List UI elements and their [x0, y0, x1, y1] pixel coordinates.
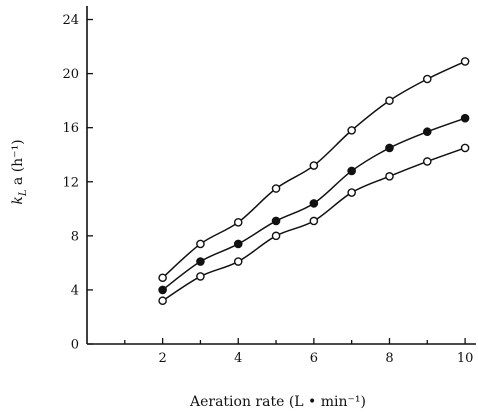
series-3-point: [271, 231, 281, 241]
x-tick-label: 8: [385, 351, 393, 366]
x-tick-label: 6: [310, 351, 318, 366]
y-axis-title: kL a (h⁻¹): [10, 139, 29, 204]
y-tick-label: 8: [71, 229, 79, 244]
series-3-point: [422, 157, 432, 166]
series-1-point: [309, 161, 319, 170]
series-2-point: [309, 199, 319, 208]
series-3-point: [158, 296, 167, 306]
series-3-point: [309, 216, 319, 226]
y-tick-label: 24: [62, 13, 79, 28]
series-1-point: [347, 126, 356, 135]
series-2-point: [233, 239, 243, 249]
x-axis-title: Aeration rate (L • min⁻¹): [189, 394, 366, 410]
x-tick-label: 10: [457, 351, 474, 366]
axes: [86, 6, 476, 345]
series-1-point: [385, 96, 394, 105]
y-tick-label: 4: [71, 283, 79, 298]
y-axis-title-main: k: [10, 196, 26, 204]
series-3-point: [385, 172, 394, 181]
series-3-point: [233, 257, 243, 266]
series-markers: [158, 57, 470, 306]
y-axis-title-subscript: L: [18, 189, 29, 197]
x-tick-label: 4: [234, 351, 242, 366]
series-1-point: [271, 184, 281, 193]
x-tick-label: 2: [158, 351, 166, 366]
series-1-point: [158, 273, 167, 283]
series-2-point: [347, 166, 356, 176]
series-2-point: [158, 285, 167, 295]
series-2-point: [271, 216, 281, 226]
series-3-point: [460, 143, 470, 153]
series-3-point: [196, 272, 205, 281]
series-1-point: [233, 218, 243, 227]
series-1-point: [460, 57, 470, 66]
series-2-point: [385, 143, 394, 153]
series-2-point: [196, 257, 205, 266]
y-tick-label: 12: [62, 175, 79, 190]
y-axis-title-rest: a (h⁻¹): [10, 139, 26, 189]
y-tick-label: 16: [62, 121, 79, 136]
series-curves: [162, 60, 466, 302]
y-tick-label: 0: [71, 338, 79, 353]
series-1-point: [422, 74, 432, 84]
series-3-point: [347, 188, 356, 197]
series-1-point: [196, 239, 205, 249]
series-2-point: [460, 113, 470, 123]
y-tick-label: 20: [62, 67, 79, 82]
series-2-point: [422, 127, 432, 137]
